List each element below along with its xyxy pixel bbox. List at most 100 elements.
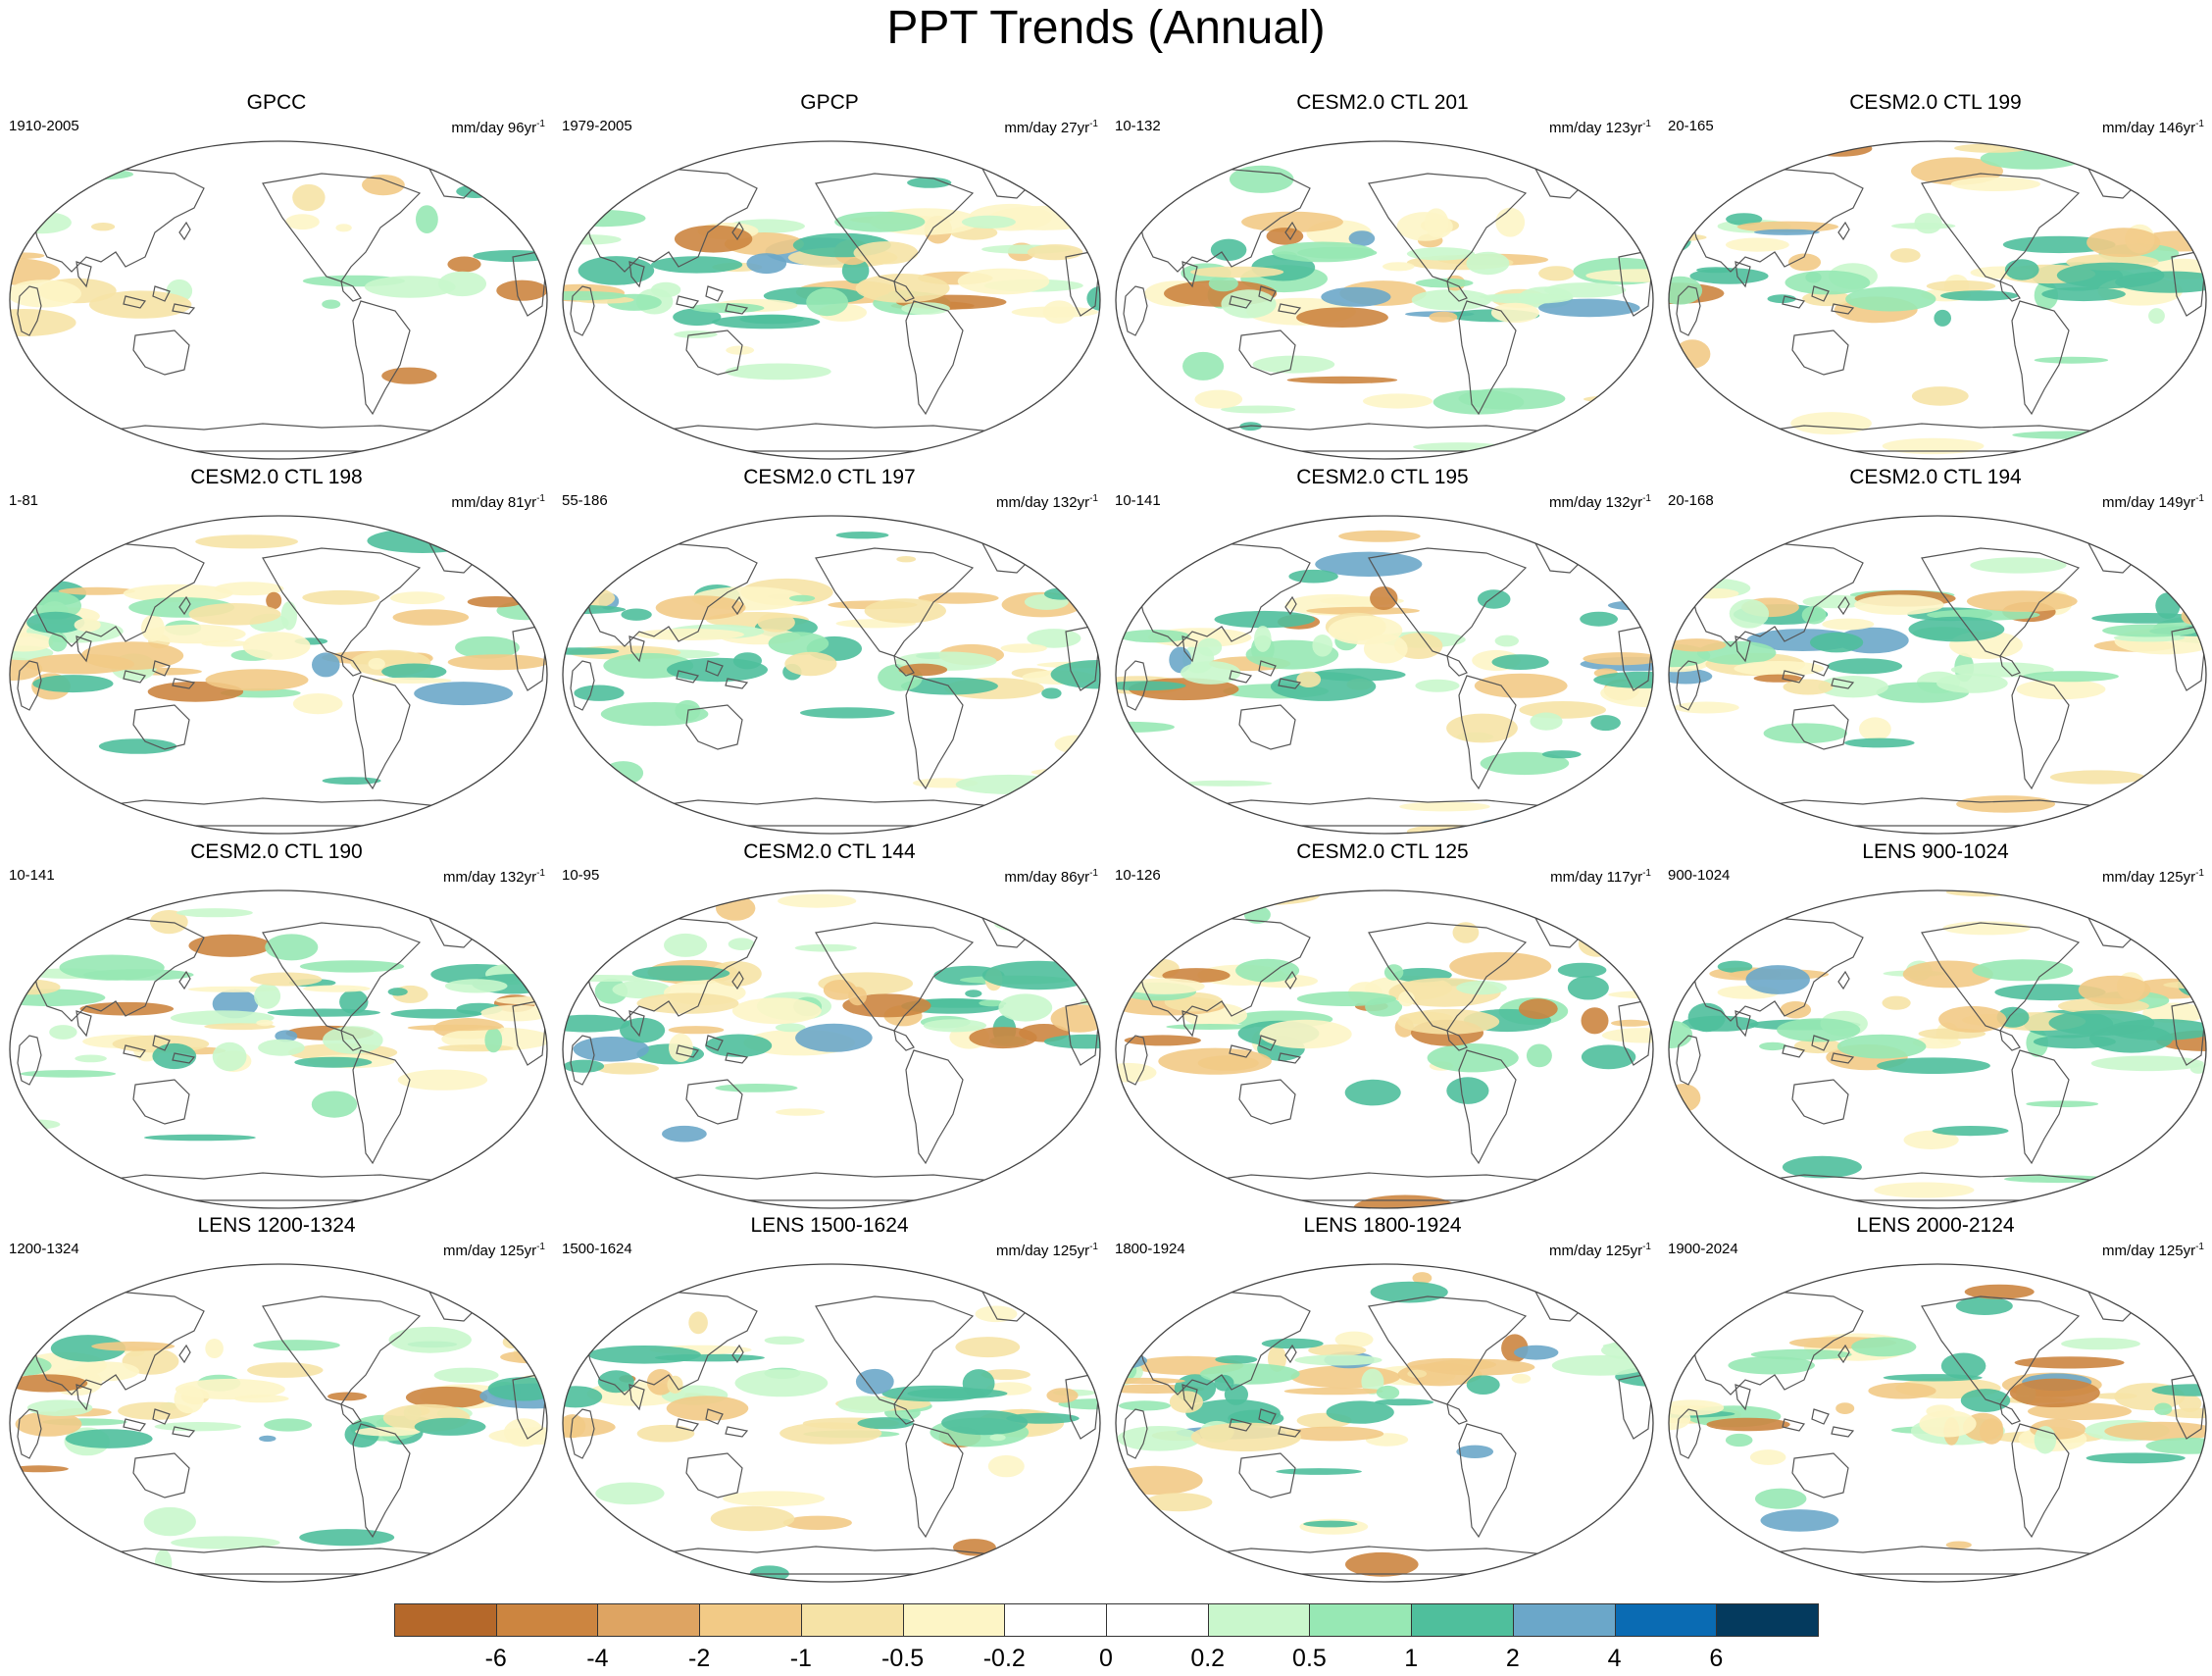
- panel-units: mm/day 132yr-1: [996, 490, 1098, 512]
- panel-units: mm/day 86yr-1: [1004, 865, 1098, 887]
- colorbar-swatch: [902, 1603, 1006, 1637]
- panel-title: CESM2.0 CTL 199: [1849, 91, 2022, 114]
- panel-units: mm/day 117yr-1: [1550, 865, 1651, 887]
- panel-units: mm/day 125yr-1: [1549, 1239, 1651, 1260]
- panel-units: mm/day 146yr-1: [2102, 116, 2204, 137]
- colorbar-label: 1: [1404, 1645, 1419, 1672]
- trend-map: [1668, 140, 2207, 460]
- panel-period: 10-141: [9, 867, 55, 884]
- colorbar-label: 6: [1709, 1645, 1724, 1672]
- panel-units-exponent: -1: [1089, 1242, 1098, 1252]
- panel-units-exponent: -1: [536, 868, 545, 879]
- panel-units: mm/day 27yr-1: [1004, 116, 1098, 137]
- colorbar-swatch: [1004, 1603, 1107, 1637]
- colorbar-swatch: [1207, 1603, 1311, 1637]
- map-panel: CESM2.0 CTL 190 10-141 mm/day 132yr-1: [0, 839, 553, 1214]
- panel-title: CESM2.0 CTL 144: [743, 840, 916, 863]
- panel-units-text: mm/day 125yr: [2102, 869, 2196, 886]
- panel-units-exponent: -1: [536, 493, 545, 504]
- colorbar-label: -2: [688, 1645, 711, 1672]
- map-panel: CESM2.0 CTL 194 20-168 mm/day 149yr-1: [1659, 465, 2212, 839]
- map-panel: LENS 900-1024 900-1024 mm/day 125yr-1: [1659, 839, 2212, 1214]
- panel-units: mm/day 81yr-1: [451, 490, 545, 512]
- panel-units-text: mm/day 132yr: [1549, 494, 1643, 511]
- colorbar-label: 0: [1099, 1645, 1113, 1672]
- panel-period: 1979-2005: [562, 118, 632, 134]
- panel-units: mm/day 132yr-1: [1549, 490, 1651, 512]
- colorbar-label: -4: [586, 1645, 609, 1672]
- trend-map: [9, 515, 548, 835]
- colorbar-label: -6: [484, 1645, 507, 1672]
- panel-title: CESM2.0 CTL 195: [1296, 466, 1469, 488]
- map-panel: LENS 1200-1324 1200-1324 mm/day 125yr-1: [0, 1213, 553, 1588]
- panel-title: GPCC: [246, 91, 307, 114]
- panel-units-exponent: -1: [1089, 868, 1098, 879]
- trend-map: [1115, 1263, 1654, 1583]
- panel-units-text: mm/day 96yr: [451, 120, 537, 136]
- colorbar-swatch: [1309, 1603, 1413, 1637]
- panel-units-text: mm/day 81yr: [451, 494, 537, 511]
- panel-title: CESM2.0 CTL 190: [190, 840, 363, 863]
- panel-title: CESM2.0 CTL 125: [1296, 840, 1469, 863]
- colorbar-label: -0.2: [982, 1645, 1026, 1672]
- trend-map: [1668, 1263, 2207, 1583]
- panel-title: CESM2.0 CTL 198: [190, 466, 363, 488]
- panel-units-text: mm/day 125yr: [1549, 1243, 1643, 1259]
- trend-map: [562, 889, 1101, 1209]
- panel-units-text: mm/day 132yr: [443, 869, 537, 886]
- colorbar-swatch: [495, 1603, 599, 1637]
- trend-map: [562, 1263, 1101, 1583]
- trend-map: [1668, 889, 2207, 1209]
- panel-units-exponent: -1: [1642, 493, 1651, 504]
- panel-units-text: mm/day 132yr: [996, 494, 1090, 511]
- panel-period: 10-141: [1115, 492, 1161, 509]
- main-title: PPT Trends (Annual): [886, 2, 1326, 54]
- panel-period: 20-168: [1668, 492, 1714, 509]
- panel-period: 10-132: [1115, 118, 1161, 134]
- trend-map: [9, 889, 548, 1209]
- map-panel: LENS 1800-1924 1800-1924 mm/day 125yr-1: [1106, 1213, 1659, 1588]
- colorbar-swatch: [1106, 1603, 1209, 1637]
- panel-units-exponent: -1: [2195, 1242, 2204, 1252]
- panel-units-text: mm/day 146yr: [2102, 120, 2196, 136]
- colorbar-swatch: [394, 1603, 497, 1637]
- trend-map: [1115, 515, 1654, 835]
- trend-map: [562, 140, 1101, 460]
- panel-title: LENS 2000-2124: [1856, 1214, 2015, 1237]
- panel-units: mm/day 123yr-1: [1549, 116, 1651, 137]
- panel-units: mm/day 149yr-1: [2102, 490, 2204, 512]
- colorbar-swatch: [1512, 1603, 1616, 1637]
- trend-map: [9, 140, 548, 460]
- panel-units-exponent: -1: [1089, 119, 1098, 129]
- map-panel: CESM2.0 CTL 199 20-165 mm/day 146yr-1: [1659, 90, 2212, 465]
- panel-grid: GPCC 1910-2005 mm/day 96yr-1 GPCP 1979-2005 m…: [0, 90, 2212, 1583]
- panel-period: 1-81: [9, 492, 39, 509]
- panel-units-text: mm/day 27yr: [1004, 120, 1090, 136]
- panel-title: GPCP: [800, 91, 859, 114]
- panel-units-text: mm/day 125yr: [996, 1243, 1090, 1259]
- map-panel: GPCC 1910-2005 mm/day 96yr-1: [0, 90, 553, 465]
- panel-units: mm/day 125yr-1: [2102, 865, 2204, 887]
- panel-period: 1800-1924: [1115, 1241, 1185, 1257]
- panel-units: mm/day 125yr-1: [2102, 1239, 2204, 1260]
- panel-period: 10-126: [1115, 867, 1161, 884]
- trend-map: [1668, 515, 2207, 835]
- trend-map: [9, 1263, 548, 1583]
- map-panel: LENS 2000-2124 1900-2024 mm/day 125yr-1: [1659, 1213, 2212, 1588]
- panel-period: 1500-1624: [562, 1241, 632, 1257]
- map-panel: CESM2.0 CTL 198 1-81 mm/day 81yr-1: [0, 465, 553, 839]
- panel-units: mm/day 125yr-1: [443, 1239, 545, 1260]
- panel-period: 900-1024: [1668, 867, 1731, 884]
- map-panel: CESM2.0 CTL 195 10-141 mm/day 132yr-1: [1106, 465, 1659, 839]
- panel-units-exponent: -1: [1089, 493, 1098, 504]
- colorbar-label: 4: [1607, 1645, 1622, 1672]
- colorbar-swatch: [800, 1603, 904, 1637]
- colorbar-label: -0.5: [881, 1645, 925, 1672]
- panel-units-text: mm/day 123yr: [1549, 120, 1643, 136]
- panel-units-exponent: -1: [536, 1242, 545, 1252]
- colorbar: -6 -4 -2 -1 -0.5 -0.2 0 0.2 0.5 1 2 4 6: [394, 1603, 1819, 1672]
- colorbar-label: 0.2: [1190, 1645, 1226, 1672]
- panel-units-exponent: -1: [1642, 1242, 1651, 1252]
- panel-title: CESM2.0 CTL 201: [1296, 91, 1469, 114]
- map-panel: CESM2.0 CTL 197 55-186 mm/day 132yr-1: [553, 465, 1106, 839]
